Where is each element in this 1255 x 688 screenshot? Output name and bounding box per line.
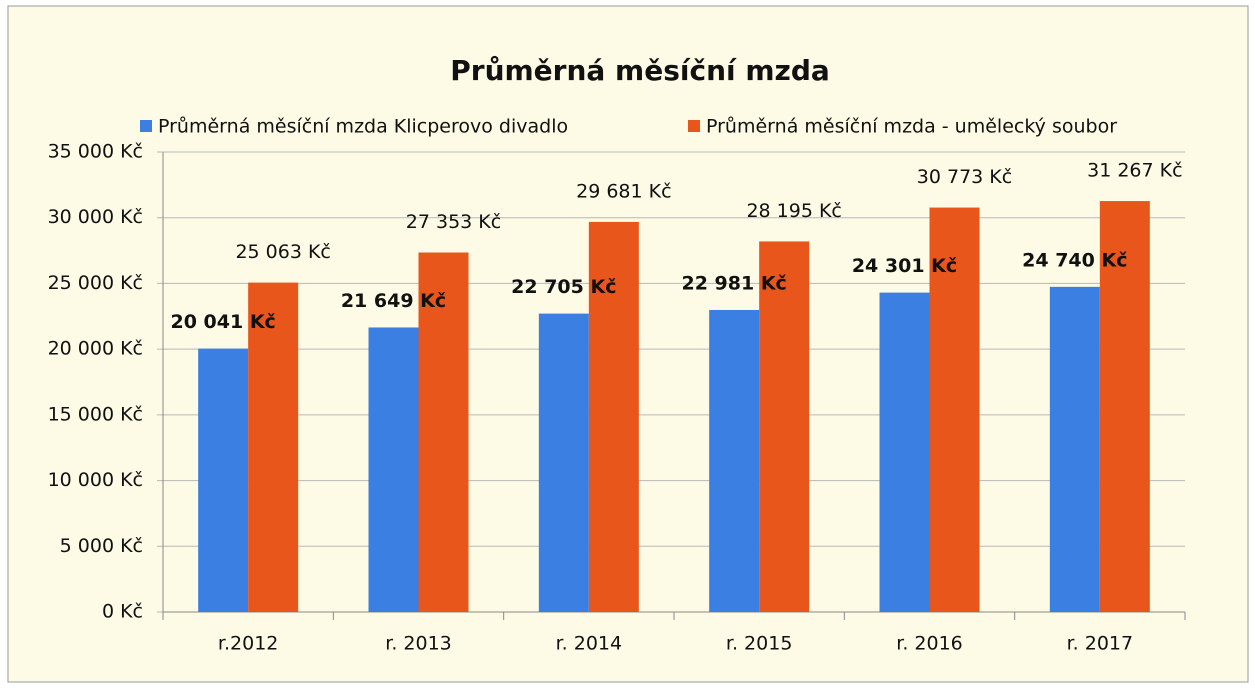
x-tick-label: r. 2014 xyxy=(556,633,623,655)
bar xyxy=(1099,201,1150,612)
data-label: 27 353 Kč xyxy=(406,211,501,233)
data-label: 20 041 Kč xyxy=(171,311,276,333)
data-label: 24 740 Kč xyxy=(1022,249,1127,271)
bar xyxy=(368,327,419,612)
legend-marker xyxy=(688,120,700,132)
x-tick-label: r.2012 xyxy=(218,633,278,655)
legend-marker xyxy=(140,120,152,132)
y-tick-label: 0 Kč xyxy=(102,601,143,623)
y-tick-label: 10 000 Kč xyxy=(48,469,143,491)
bar xyxy=(709,309,760,612)
chart-title: Průměrná měsíční mzda xyxy=(450,54,830,87)
y-tick-label: 25 000 Kč xyxy=(48,272,143,294)
data-label: 31 267 Kč xyxy=(1087,160,1182,182)
bar xyxy=(538,313,589,612)
data-label: 24 301 Kč xyxy=(852,255,957,277)
legend-label: Průměrná měsíční mzda Klicperovo divadlo xyxy=(158,116,568,138)
x-tick-label: r. 2017 xyxy=(1067,633,1134,655)
legend-label: Průměrná měsíční mzda - umělecký soubor xyxy=(706,116,1117,138)
y-tick-label: 30 000 Kč xyxy=(48,206,143,228)
data-label: 29 681 Kč xyxy=(576,180,671,202)
data-label: 30 773 Kč xyxy=(917,166,1012,188)
bar xyxy=(588,221,639,612)
data-label: 22 981 Kč xyxy=(682,272,787,294)
data-label: 25 063 Kč xyxy=(235,241,330,263)
bar xyxy=(418,252,469,613)
data-label: 28 195 Kč xyxy=(746,200,841,222)
y-tick-label: 5 000 Kč xyxy=(60,535,143,557)
bar xyxy=(759,241,810,613)
bar xyxy=(879,292,930,612)
x-tick-label: r. 2013 xyxy=(385,633,452,655)
bar xyxy=(1049,286,1100,612)
data-label: 22 705 Kč xyxy=(511,276,616,298)
y-tick-label: 20 000 Kč xyxy=(48,338,143,360)
bar xyxy=(198,348,249,612)
data-label: 21 649 Kč xyxy=(341,290,446,312)
y-tick-label: 15 000 Kč xyxy=(48,403,143,425)
x-tick-label: r. 2016 xyxy=(896,633,963,655)
x-tick-label: r. 2015 xyxy=(726,633,793,655)
bar xyxy=(929,207,980,612)
bar xyxy=(248,282,299,612)
y-tick-label: 35 000 Kč xyxy=(48,141,143,163)
